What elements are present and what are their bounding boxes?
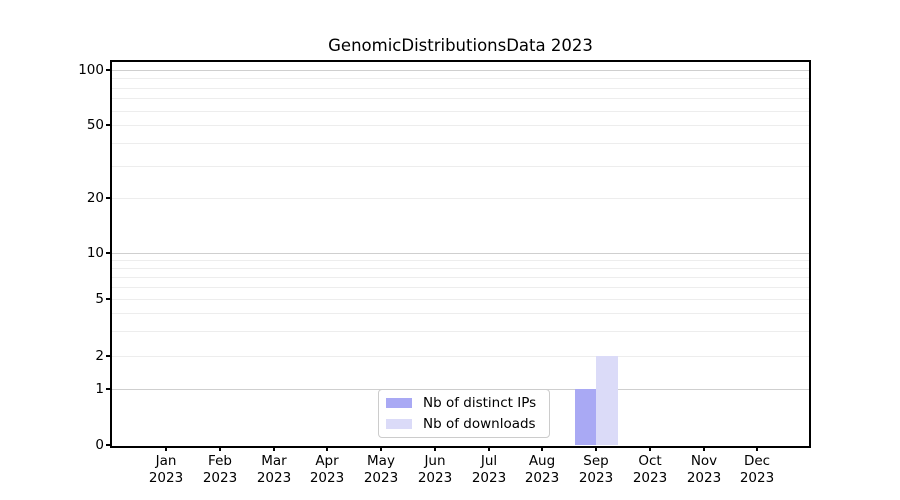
x-axis-tick-label: Aug 2023 — [524, 453, 560, 486]
x-axis-tick-mark — [219, 446, 221, 451]
legend-swatch-downloads — [386, 419, 412, 429]
y-axis-tick-label: 100 — [78, 62, 104, 78]
gridline-minor — [112, 356, 809, 357]
gridline-minor — [112, 313, 809, 314]
y-axis-tick-label: 50 — [86, 117, 104, 133]
legend-swatch-distinct-ips — [386, 398, 412, 408]
gridline-minor — [112, 331, 809, 332]
y-axis-tick-mark — [106, 69, 111, 71]
y-axis-tick-label: 10 — [86, 245, 104, 261]
gridline-minor — [112, 299, 809, 300]
bar-distinct-ips — [574, 389, 597, 445]
x-axis-tick-mark — [756, 446, 758, 451]
chart-title: GenomicDistributionsData 2023 — [328, 36, 593, 55]
gridline-major — [112, 253, 809, 254]
gridline-minor — [112, 98, 809, 99]
gridline-minor — [112, 111, 809, 112]
x-axis-tick-mark — [488, 446, 490, 451]
x-axis-tick-mark — [273, 446, 275, 451]
x-axis-tick-label: Oct 2023 — [632, 453, 668, 486]
legend-row-downloads: Nb of downloads — [386, 416, 541, 433]
gridline-minor — [112, 166, 809, 167]
x-axis-tick-mark — [380, 446, 382, 451]
y-axis-tick-label: 1 — [95, 381, 104, 397]
y-axis-tick-mark — [106, 252, 111, 254]
y-axis-tick-mark — [106, 444, 111, 446]
x-axis-tick-mark — [165, 446, 167, 451]
x-axis-tick-label: Dec 2023 — [739, 453, 775, 486]
x-axis-tick-label: Jul 2023 — [471, 453, 507, 486]
gridline-major — [112, 70, 809, 71]
y-axis-tick-mark — [106, 124, 111, 126]
x-axis-tick-label: Jun 2023 — [417, 453, 453, 486]
x-axis-tick-label: May 2023 — [363, 453, 399, 486]
y-axis-tick-label: 20 — [86, 190, 104, 206]
x-axis-tick-mark — [434, 446, 436, 451]
x-axis-tick-mark — [595, 446, 597, 451]
x-axis-tick-mark — [703, 446, 705, 451]
y-axis-tick-mark — [106, 388, 111, 390]
gridline-minor — [112, 277, 809, 278]
x-axis-tick-label: Jan 2023 — [148, 453, 184, 486]
x-axis-tick-label: Sep 2023 — [578, 453, 614, 486]
gridline-minor — [112, 287, 809, 288]
y-axis-tick-label: 0 — [95, 437, 104, 453]
y-axis-tick-mark — [106, 298, 111, 300]
gridline-minor — [112, 268, 809, 269]
x-axis-tick-label: Apr 2023 — [309, 453, 345, 486]
gridline-minor — [112, 78, 809, 79]
gridline-minor — [112, 260, 809, 261]
x-axis-tick-label: Mar 2023 — [256, 453, 292, 486]
axes-spines — [110, 60, 811, 448]
bar-downloads — [596, 356, 618, 445]
gridline-minor — [112, 198, 809, 199]
gridline-minor — [112, 125, 809, 126]
y-axis-tick-label: 5 — [95, 291, 104, 307]
x-axis-tick-label: Feb 2023 — [202, 453, 238, 486]
y-axis-tick-mark — [106, 355, 111, 357]
x-axis-tick-label: Nov 2023 — [686, 453, 722, 486]
y-axis-tick-mark — [106, 197, 111, 199]
gridline-minor — [112, 143, 809, 144]
legend-row-distinct-ips: Nb of distinct IPs — [386, 395, 541, 412]
legend-label-distinct-ips: Nb of distinct IPs — [423, 394, 537, 411]
x-axis-tick-mark — [649, 446, 651, 451]
legend: Nb of distinct IPs Nb of downloads — [378, 389, 550, 438]
y-axis-tick-label: 2 — [95, 348, 104, 364]
legend-label-downloads: Nb of downloads — [423, 415, 536, 432]
x-axis-tick-mark — [541, 446, 543, 451]
gridline-minor — [112, 88, 809, 89]
x-axis-tick-mark — [326, 446, 328, 451]
